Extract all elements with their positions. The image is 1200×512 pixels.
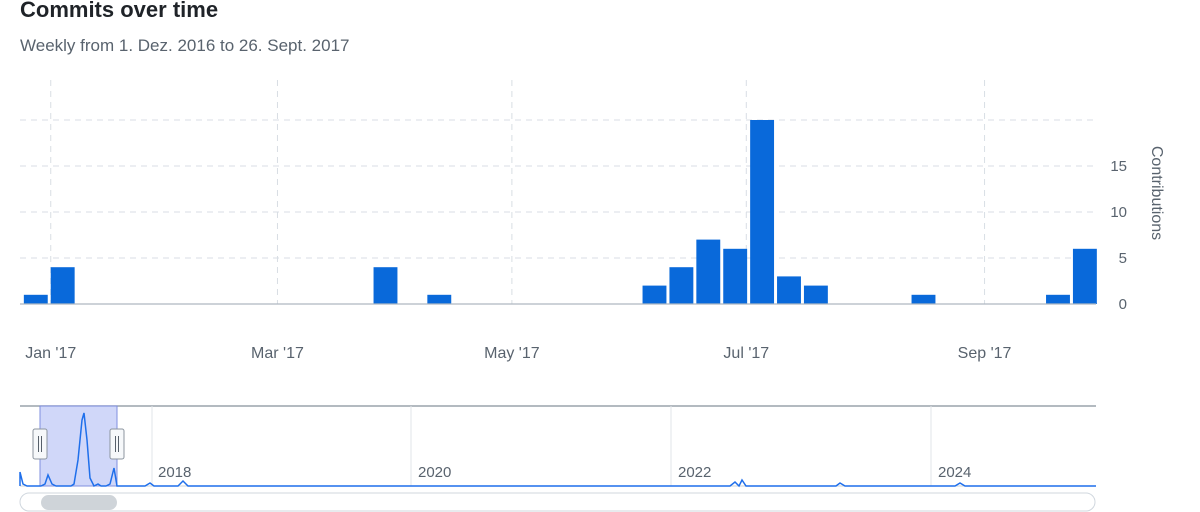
y-tick-label: 5 [1119,250,1127,267]
x-tick-label: Jan '17 [25,345,76,362]
navigator-selection[interactable] [39,405,118,487]
bar-2017-07-09[interactable] [777,276,801,304]
bar-2017-08-13[interactable] [911,294,936,304]
bar-2017-01-01[interactable] [50,267,75,304]
y-tick-label: 10 [1110,204,1127,221]
bar-2017-06-25[interactable] [723,248,748,304]
navigator-sparkline [19,412,1096,488]
y-axis-label: Contributions [1148,146,1165,240]
bars [23,120,1097,304]
navigator-scrollbar-thumb[interactable] [41,495,117,510]
navigator-handle-right[interactable] [109,428,125,460]
bar-2017-09-17[interactable] [1046,294,1070,304]
bar-2017-06-18[interactable] [696,239,721,304]
navigator[interactable]: 2018 2020 2022 2024 [19,405,1096,512]
bar-2016-12-25[interactable] [23,294,48,304]
bar-2017-09-24[interactable] [1072,248,1097,304]
navigator-handle-left[interactable] [32,428,48,460]
bar-2017-06-11[interactable] [669,267,694,304]
bar-2017-07-02[interactable] [750,120,775,304]
x-tick-label: Sep '17 [958,345,1012,362]
navigator-label: 2022 [678,464,711,481]
chart-title: Commits over time [20,0,219,22]
navigator-label: 2018 [158,464,191,481]
chart-subtitle: Weekly from 1. Dez. 2016 to 26. Sept. 20… [20,36,350,55]
y-axis: 0 5 10 15 [1110,158,1127,313]
x-axis: Jan '17 Mar '17 May '17 Jul '17 Sep '17 [20,303,1096,362]
x-tick-label: Jul '17 [723,345,769,362]
navigator-scrollbar-track[interactable] [19,492,1096,512]
y-tick-label: 15 [1110,158,1127,175]
bar-2017-03-26[interactable] [373,267,398,304]
bar-2017-07-16[interactable] [803,285,828,304]
x-tick-label: May '17 [484,345,540,362]
navigator-label: 2024 [938,464,971,481]
navigator-label: 2020 [418,464,451,481]
bar-2017-06-04[interactable] [642,285,667,304]
bar-2017-04-09[interactable] [427,294,452,304]
y-tick-label: 0 [1119,296,1127,313]
x-tick-label: Mar '17 [251,345,304,362]
grid-lines [20,80,1096,304]
